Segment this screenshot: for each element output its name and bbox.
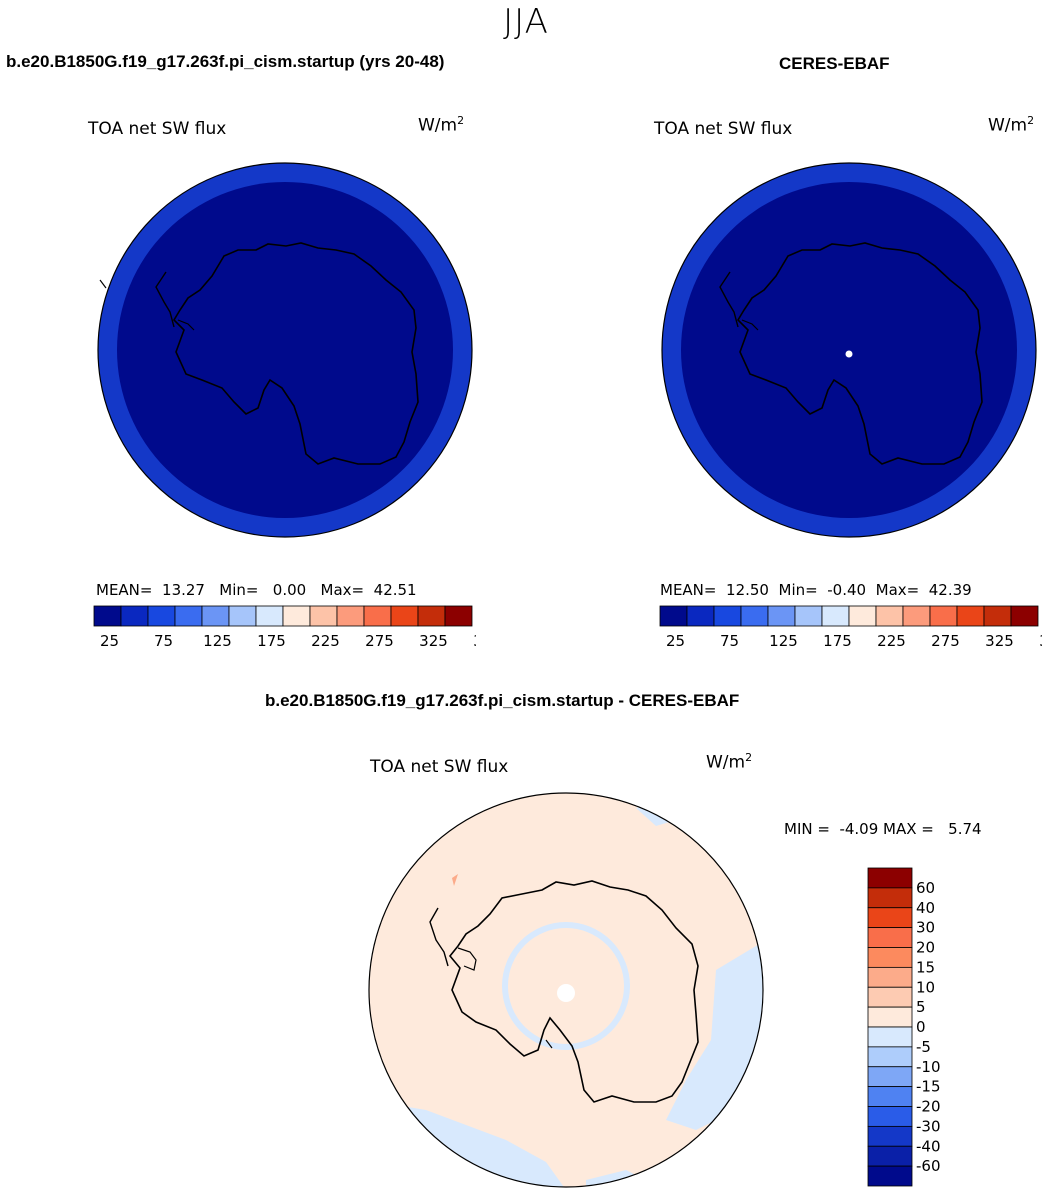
colorbar-swatch <box>228 605 257 627</box>
colorbar-swatch <box>867 907 913 929</box>
panel1-units: W/m2 <box>418 114 465 136</box>
colorbar-swatch <box>174 605 203 627</box>
colorbar-tick-label: -15 <box>916 1078 941 1096</box>
colorbar-tick-label: -20 <box>916 1098 941 1116</box>
antarctica-coastline <box>172 242 419 465</box>
colorbar-tick-label: 175 <box>257 632 286 650</box>
panel2-label: TOA net SW flux <box>654 119 793 139</box>
colorbar-tick-label: 5 <box>916 998 926 1016</box>
colorbar-swatch <box>867 1125 913 1147</box>
colorbar-tick-label: 375 <box>1039 632 1042 650</box>
colorbar-swatch <box>867 867 913 889</box>
colorbar-swatch <box>848 605 877 627</box>
colorbar-tick-label: 225 <box>311 632 340 650</box>
colorbar-tick-label: 40 <box>916 899 935 917</box>
colorbar-swatch <box>417 605 446 627</box>
colorbar-tick-label: 0 <box>916 1018 926 1036</box>
antarctica-coastline <box>736 242 983 465</box>
colorbar-tick-label: 15 <box>916 958 935 976</box>
colorbar-swatch <box>444 605 473 627</box>
diff-units: W/m2 <box>706 751 753 773</box>
colorbar-tick-label: 125 <box>203 632 232 650</box>
colorbar-swatch <box>255 605 284 627</box>
diff-title: b.e20.B1850G.f19_g17.263f.pi_cism.startu… <box>265 691 740 710</box>
colorbar-swatch <box>875 605 904 627</box>
colorbar-swatch <box>867 1066 913 1088</box>
colorbar-tick-label: 225 <box>877 632 906 650</box>
panel2-units: W/m2 <box>988 114 1035 136</box>
colorbar-tick-label: -5 <box>916 1038 931 1056</box>
colorbar-tick-label: 20 <box>916 939 935 957</box>
colorbar-tick-label: 25 <box>100 632 119 650</box>
colorbar-swatch <box>867 1106 913 1127</box>
colorbar-swatch <box>867 887 913 909</box>
colorbar-swatch <box>867 986 913 1008</box>
colorbar-tick-label: 275 <box>365 632 394 650</box>
colorbar-swatch <box>867 1086 913 1107</box>
colorbar-tick-label: -60 <box>916 1157 941 1175</box>
diff-label: TOA net SW flux <box>370 757 509 777</box>
colorbar-tick-label: 325 <box>985 632 1014 650</box>
colorbar-tick-label: 10 <box>916 978 935 996</box>
colorbar-tick-label: 75 <box>154 632 173 650</box>
colorbar-swatch <box>867 947 913 968</box>
colorbar-tick-label: 275 <box>931 632 960 650</box>
colorbar-swatch <box>659 605 688 627</box>
colorbar-tick-label: 125 <box>769 632 798 650</box>
colorbar-swatch <box>309 605 338 627</box>
colorbar-swatch <box>767 605 796 627</box>
colorbar-swatch <box>867 966 913 988</box>
colorbar-swatch <box>956 605 985 627</box>
colorbar-swatch <box>336 605 365 627</box>
colorbar-tick-label: 75 <box>720 632 739 650</box>
colorbar-swatch <box>1010 605 1039 627</box>
colorbar-swatch <box>390 605 419 627</box>
colorbar-swatch <box>93 605 122 627</box>
panel1-label: TOA net SW flux <box>88 119 227 139</box>
colorbar-tick-label: 325 <box>419 632 448 650</box>
colorbar-tick-label: 60 <box>916 879 935 897</box>
panel1-colorbar: 25 75 125 175 225 275 325 375 <box>93 605 476 650</box>
colorbar-swatch <box>867 1145 913 1167</box>
colorbar-swatch <box>120 605 149 627</box>
colorbar-swatch <box>867 1165 913 1187</box>
diff-minmax: MIN = -4.09 MAX = 5.74 <box>784 820 982 838</box>
colorbar-tick-label: -10 <box>916 1058 941 1076</box>
colorbar-swatch <box>867 1046 913 1068</box>
panel2-stats: MEAN= 12.50 Min= -0.40 Max= 42.39 <box>660 581 972 599</box>
colorbar-tick-label: 375 <box>473 632 476 650</box>
colorbar-tick-label: -30 <box>916 1117 941 1135</box>
panel1-polar-map <box>97 162 473 538</box>
colorbar-swatch <box>821 605 850 627</box>
pole-hole <box>845 350 853 358</box>
season-title: JJA <box>503 2 549 42</box>
diff-polar-map <box>368 792 764 1188</box>
colorbar-swatch <box>867 927 913 948</box>
colorbar-swatch <box>147 605 176 627</box>
panel2-title: CERES-EBAF <box>779 54 890 73</box>
panel2-colorbar: 25 75 125 175 225 275 325 375 <box>659 605 1042 650</box>
panel2-polar-map <box>661 162 1037 538</box>
colorbar-swatch <box>867 1006 913 1028</box>
colorbar-swatch <box>686 605 715 627</box>
colorbar-swatch <box>201 605 230 627</box>
colorbar-swatch <box>983 605 1012 627</box>
colorbar-swatch <box>740 605 769 627</box>
colorbar-tick-label: 30 <box>916 919 935 937</box>
colorbar-tick-label: -40 <box>916 1137 941 1155</box>
colorbar-tick-label: 175 <box>823 632 852 650</box>
panel1-stats: MEAN= 13.27 Min= 0.00 Max= 42.51 <box>96 581 417 599</box>
colorbar-swatch <box>867 1026 913 1048</box>
colorbar-swatch <box>363 605 392 627</box>
panel1-title: b.e20.B1850G.f19_g17.263f.pi_cism.startu… <box>6 52 445 71</box>
colorbar-tick-label: 25 <box>666 632 685 650</box>
antarctica-coastline <box>448 880 699 1103</box>
colorbar-swatch <box>713 605 742 627</box>
colorbar-swatch <box>929 605 958 627</box>
colorbar-swatch <box>902 605 931 627</box>
colorbar-swatch <box>794 605 823 627</box>
colorbar-swatch <box>282 605 311 627</box>
